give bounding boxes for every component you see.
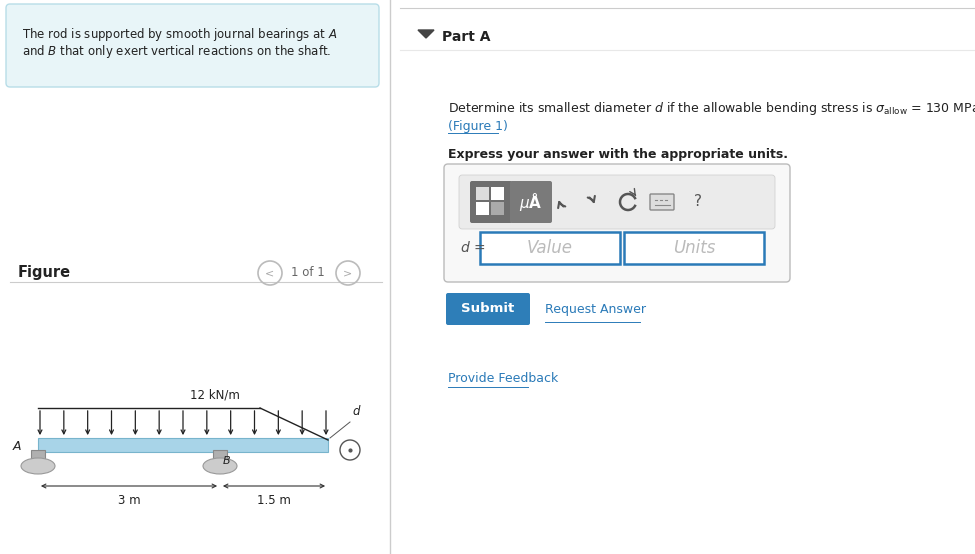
Text: Determine its smallest diameter $d$ if the allowable bending stress is $\sigma_{: Determine its smallest diameter $d$ if t…: [448, 100, 975, 117]
Text: 12 kN/m: 12 kN/m: [190, 389, 240, 402]
Text: and $\mathit{B}$ that only exert vertical reactions on the shaft.: and $\mathit{B}$ that only exert vertica…: [22, 43, 332, 60]
Bar: [476, 202, 489, 215]
Text: Express your answer with the appropriate units.: Express your answer with the appropriate…: [448, 148, 788, 161]
Text: $\mathit{A}$: $\mathit{A}$: [12, 440, 22, 454]
Text: <: <: [265, 268, 275, 278]
Bar: [476, 187, 489, 200]
Polygon shape: [418, 30, 434, 38]
Text: 1.5 m: 1.5 m: [257, 494, 291, 507]
FancyBboxPatch shape: [480, 232, 620, 264]
FancyBboxPatch shape: [624, 232, 764, 264]
Text: $\mu\mathregular{\AA}$: $\mu\mathregular{\AA}$: [520, 191, 543, 213]
Text: $\mathit{B}$: $\mathit{B}$: [222, 454, 231, 466]
Text: Units: Units: [673, 239, 716, 257]
FancyBboxPatch shape: [650, 194, 674, 210]
Text: 3 m: 3 m: [118, 494, 140, 507]
Text: Figure: Figure: [18, 265, 71, 280]
Text: Provide Feedback: Provide Feedback: [448, 372, 559, 385]
Text: $d$ =: $d$ =: [460, 240, 486, 255]
FancyBboxPatch shape: [510, 181, 552, 223]
FancyBboxPatch shape: [444, 164, 790, 282]
Ellipse shape: [203, 458, 237, 474]
Text: The rod is supported by smooth journal bearings at $\mathit{A}$: The rod is supported by smooth journal b…: [22, 26, 337, 43]
FancyBboxPatch shape: [6, 4, 379, 87]
FancyBboxPatch shape: [470, 181, 512, 223]
FancyBboxPatch shape: [459, 175, 775, 229]
Bar: [213, 450, 227, 460]
FancyBboxPatch shape: [38, 438, 328, 452]
Text: Submit: Submit: [461, 302, 515, 315]
Text: Value: Value: [527, 239, 573, 257]
Bar: [491, 202, 504, 215]
Text: >: >: [343, 268, 353, 278]
Text: Request Answer: Request Answer: [545, 302, 646, 315]
Text: Part A: Part A: [442, 30, 490, 44]
Bar: [491, 187, 504, 200]
Text: (Figure 1): (Figure 1): [448, 120, 508, 133]
FancyBboxPatch shape: [446, 293, 530, 325]
Text: $\mathit{d}$: $\mathit{d}$: [352, 404, 362, 418]
Bar: [31, 450, 45, 460]
Ellipse shape: [21, 458, 55, 474]
Text: 1 of 1: 1 of 1: [292, 266, 325, 280]
Text: ?: ?: [694, 194, 702, 209]
